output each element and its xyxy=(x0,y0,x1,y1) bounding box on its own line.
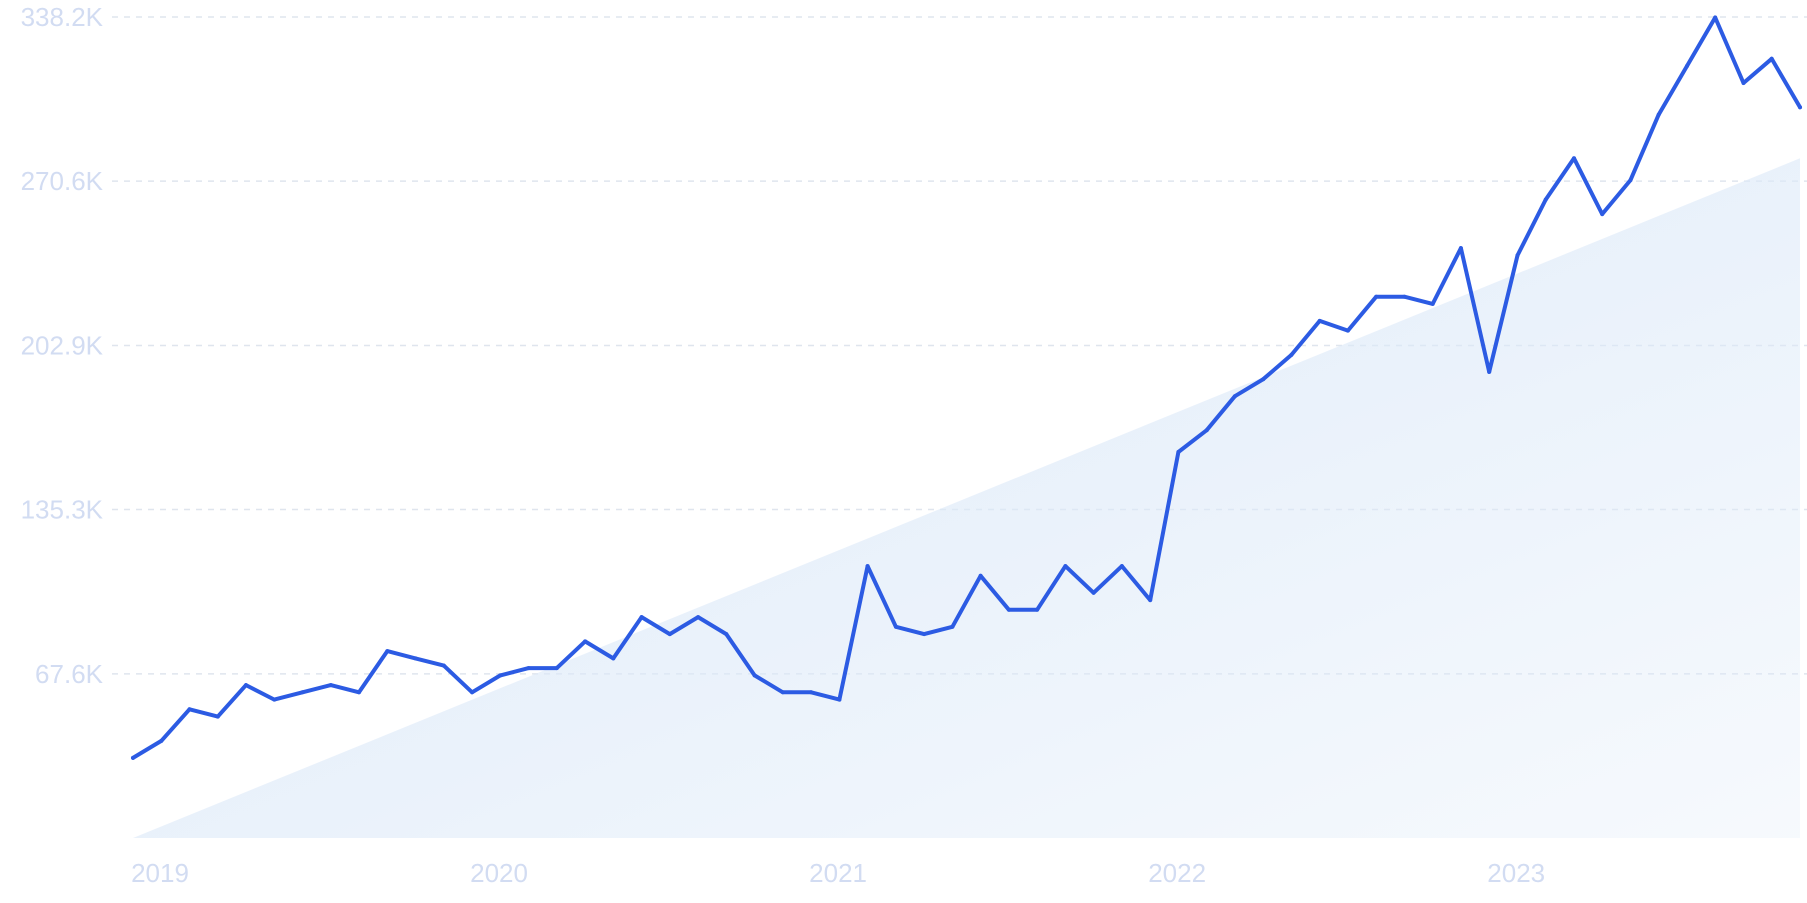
data-point xyxy=(865,564,870,569)
data-point xyxy=(1543,197,1548,202)
data-point xyxy=(1430,301,1435,306)
data-point xyxy=(1232,394,1237,399)
data-point xyxy=(1572,156,1576,161)
trend-area-layer xyxy=(133,158,1800,838)
data-point xyxy=(385,649,390,654)
data-point xyxy=(1345,328,1350,333)
data-point xyxy=(639,615,644,620)
data-point xyxy=(1685,64,1689,68)
data-point xyxy=(950,624,955,629)
y-tick-label: 270.6K xyxy=(21,166,104,196)
data-point xyxy=(893,624,898,629)
trend-area xyxy=(133,158,1800,838)
x-tick-label: 2019 xyxy=(131,858,189,888)
data-point xyxy=(809,690,814,695)
data-point xyxy=(724,632,729,637)
data-point xyxy=(1769,56,1774,61)
data-point xyxy=(611,656,616,661)
data-point xyxy=(526,666,531,671)
data-point xyxy=(837,697,842,702)
data-point xyxy=(667,632,672,637)
data-point xyxy=(1204,428,1209,433)
data-point xyxy=(1600,212,1605,217)
y-tick-label: 202.9K xyxy=(21,330,104,360)
data-point xyxy=(1119,564,1124,569)
data-point xyxy=(300,690,305,695)
data-point xyxy=(1713,15,1718,20)
data-point xyxy=(498,673,503,678)
x-axis: 2019 2020 2021 2022 2023 xyxy=(131,858,1545,888)
data-point xyxy=(1515,253,1520,258)
data-point xyxy=(1374,294,1379,299)
x-tick-label: 2022 xyxy=(1148,858,1206,888)
data-point xyxy=(1006,607,1011,612)
data-point xyxy=(752,673,757,678)
data-point xyxy=(357,690,361,695)
data-point xyxy=(441,663,446,668)
data-point xyxy=(272,697,277,702)
x-tick-label: 2023 xyxy=(1487,858,1545,888)
data-point xyxy=(1289,352,1294,357)
data-point xyxy=(1458,246,1463,251)
data-point xyxy=(978,573,983,578)
series-layer xyxy=(131,15,1802,760)
data-point xyxy=(1035,607,1040,612)
data-point xyxy=(470,690,475,695)
y-tick-label: 338.2K xyxy=(21,2,104,32)
x-tick-label: 2020 xyxy=(470,858,528,888)
data-point xyxy=(215,714,220,719)
data-point xyxy=(1148,598,1153,603)
data-point xyxy=(696,615,701,620)
series-line-0 xyxy=(131,15,1802,760)
data-point xyxy=(1176,450,1181,454)
x-tick-label: 2021 xyxy=(809,858,867,888)
data-point xyxy=(583,639,588,644)
data-point xyxy=(1402,294,1407,299)
data-point xyxy=(187,707,192,712)
data-point xyxy=(1628,178,1633,183)
y-axis: 338.2K 270.6K 202.9K 135.3K 67.6K xyxy=(21,2,104,689)
y-tick-label: 135.3K xyxy=(21,495,104,525)
data-point xyxy=(131,755,135,760)
data-point xyxy=(244,683,248,688)
data-point xyxy=(780,690,785,695)
y-tick-label: 67.6K xyxy=(35,659,104,689)
data-point xyxy=(1091,590,1096,595)
data-point xyxy=(1261,377,1266,382)
data-point xyxy=(328,683,333,688)
data-point xyxy=(1063,564,1068,569)
data-point xyxy=(1317,318,1322,323)
data-point xyxy=(922,632,927,637)
data-point xyxy=(1487,369,1492,374)
data-point xyxy=(1798,105,1802,110)
data-point xyxy=(1656,112,1661,117)
data-point xyxy=(1741,81,1746,85)
data-point xyxy=(554,666,559,671)
data-point xyxy=(159,738,164,743)
data-point xyxy=(413,656,418,661)
